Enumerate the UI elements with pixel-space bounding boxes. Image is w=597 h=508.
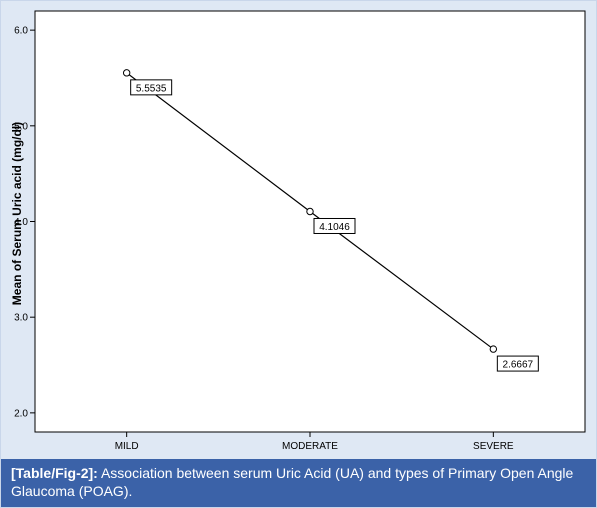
data-label-box (130, 79, 173, 96)
y-tick-label: 2.0 (14, 408, 28, 419)
y-axis-title: Mean of Serum Uric acid (mg/dl) (10, 122, 24, 305)
data-label: 4.1046 (319, 222, 350, 233)
x-tick-label: MODERATE (282, 441, 338, 452)
data-label-box (496, 355, 539, 372)
data-label: 5.5535 (136, 83, 167, 94)
y-tick-label: 3.0 (14, 313, 28, 324)
figure-caption: [Table/Fig-2]: Association between serum… (1, 459, 596, 507)
plot-area (34, 10, 586, 433)
data-point (306, 207, 314, 216)
y-tick-label: 6.0 (14, 26, 28, 37)
caption-text: Association between serum Uric Acid (UA)… (11, 465, 574, 499)
y-tick-label: 4.0 (14, 217, 28, 228)
line-chart: 2.0 3.0 4.0 5.0 6.0 MILD MODERATE SEVERE Mean of… (10, 10, 586, 452)
data-label: 2.6667 (503, 360, 534, 371)
caption-label: [Table/Fig-2]: (11, 465, 98, 481)
data-point (122, 69, 131, 77)
y-tick-label: 5.0 (14, 121, 28, 132)
x-tick-label: SEVERE (473, 441, 514, 452)
data-label-box (313, 217, 356, 234)
data-point (489, 345, 498, 353)
x-tick-label: MILD (115, 441, 139, 452)
